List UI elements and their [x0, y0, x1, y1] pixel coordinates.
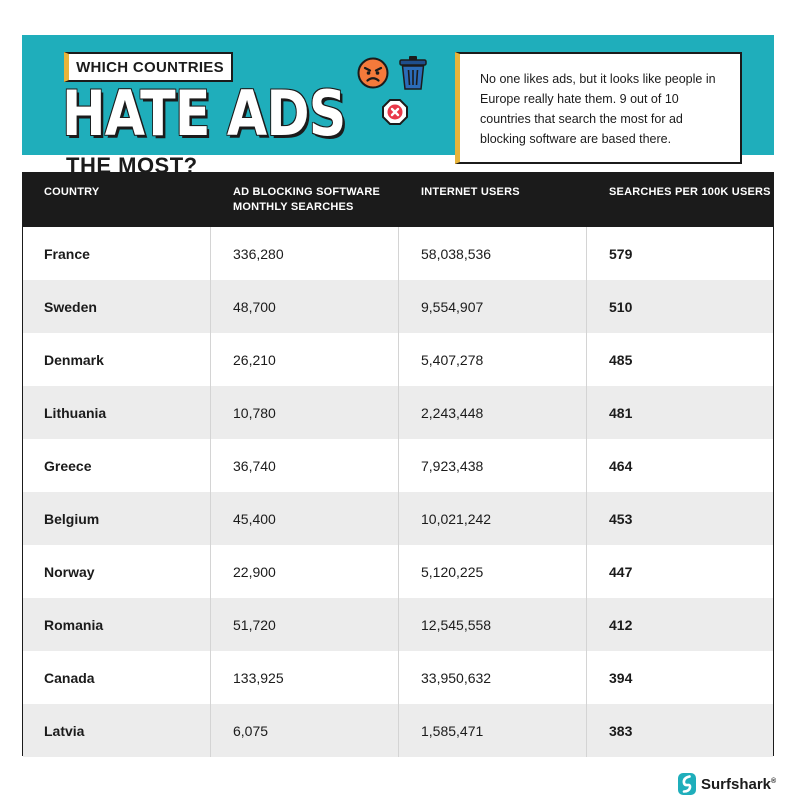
table-row: Romania 51,720 12,545,558 412 [23, 598, 773, 651]
header-banner: WHICH COUNTRIES HATE ADS THE MOST? No on… [22, 35, 774, 178]
surfshark-logo-icon [678, 773, 696, 795]
header-tag: WHICH COUNTRIES [64, 52, 233, 82]
cell-searches-per-100k: 383 [609, 722, 633, 739]
cell-monthly-searches: 48,700 [211, 280, 399, 333]
trash-can-icon [399, 56, 427, 90]
table-header-row: COUNTRY AD BLOCKING SOFTWARE MONTHLY SEA… [23, 173, 773, 227]
cell-searches-per-100k: 485 [609, 351, 633, 368]
table-row: Lithuania 10,780 2,243,448 481 [23, 386, 773, 439]
cell-internet-users: 5,407,278 [399, 333, 587, 386]
cell-monthly-searches: 36,740 [211, 439, 399, 492]
table-row: Norway 22,900 5,120,225 447 [23, 545, 773, 598]
cell-country: Canada [23, 651, 211, 704]
table-row: Greece 36,740 7,923,438 464 [23, 439, 773, 492]
cell-internet-users: 5,120,225 [399, 545, 587, 598]
column-header-country: COUNTRY [44, 186, 100, 198]
cell-internet-users: 2,243,448 [399, 386, 587, 439]
cell-searches-per-100k: 464 [609, 457, 633, 474]
cell-country: Romania [23, 598, 211, 651]
brand-logo: Surfshark® [678, 772, 776, 796]
cell-searches-per-100k: 510 [609, 298, 633, 315]
cell-internet-users: 58,038,536 [399, 227, 587, 280]
cell-monthly-searches: 6,075 [211, 704, 399, 757]
page-title: HATE ADS [62, 77, 346, 150]
cell-country: Denmark [23, 333, 211, 386]
cell-country: Greece [23, 439, 211, 492]
column-header-monthly-searches: AD BLOCKING SOFTWARE MONTHLY SEARCHES [233, 186, 380, 213]
cell-country: Lithuania [23, 386, 211, 439]
table-row: Latvia 6,075 1,585,471 383 [23, 704, 773, 757]
column-header-internet-users: INTERNET USERS [421, 186, 520, 198]
cell-searches-per-100k: 447 [609, 563, 633, 580]
data-table: COUNTRY AD BLOCKING SOFTWARE MONTHLY SEA… [22, 172, 774, 757]
table-row: France 336,280 58,038,536 579 [23, 227, 773, 280]
column-header-searches-per-100k: SEARCHES PER 100K USERS [609, 186, 771, 198]
cell-internet-users: 12,545,558 [399, 598, 587, 651]
blocked-icon [382, 99, 408, 125]
cell-internet-users: 7,923,438 [399, 439, 587, 492]
cell-searches-per-100k: 412 [609, 616, 633, 633]
cell-country: Belgium [23, 492, 211, 545]
table-row: Denmark 26,210 5,407,278 485 [23, 333, 773, 386]
cell-monthly-searches: 45,400 [211, 492, 399, 545]
table-row: Sweden 48,700 9,554,907 510 [23, 280, 773, 333]
cell-searches-per-100k: 481 [609, 404, 633, 421]
cell-monthly-searches: 22,900 [211, 545, 399, 598]
cell-internet-users: 9,554,907 [399, 280, 587, 333]
cell-country: Norway [23, 545, 211, 598]
table-row: Canada 133,925 33,950,632 394 [23, 651, 773, 704]
header-tag-text: WHICH COUNTRIES [76, 58, 224, 76]
intro-text: No one likes ads, but it looks like peop… [480, 72, 716, 146]
cell-internet-users: 10,021,242 [399, 492, 587, 545]
brand-name: Surfshark® [701, 775, 777, 793]
angry-face-icon [357, 57, 389, 89]
table-body: France 336,280 58,038,536 579 Sweden 48,700 9,… [23, 227, 773, 757]
cell-country: Latvia [23, 704, 211, 757]
cell-monthly-searches: 10,780 [211, 386, 399, 439]
cell-country: Sweden [23, 280, 211, 333]
cell-monthly-searches: 51,720 [211, 598, 399, 651]
cell-monthly-searches: 133,925 [211, 651, 399, 704]
cell-internet-users: 33,950,632 [399, 651, 587, 704]
cell-searches-per-100k: 453 [609, 510, 633, 527]
cell-monthly-searches: 336,280 [211, 227, 399, 280]
cell-internet-users: 1,585,471 [399, 704, 587, 757]
cell-searches-per-100k: 394 [609, 669, 633, 686]
cell-monthly-searches: 26,210 [211, 333, 399, 386]
cell-country: France [23, 227, 211, 280]
cell-searches-per-100k: 579 [609, 245, 633, 262]
table-row: Belgium 45,400 10,021,242 453 [23, 492, 773, 545]
intro-callout: No one likes ads, but it looks like peop… [455, 52, 742, 164]
